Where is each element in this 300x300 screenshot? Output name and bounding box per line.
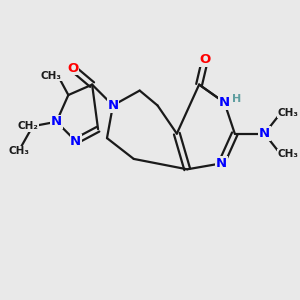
Text: CH₃: CH₃ <box>278 108 299 118</box>
Text: N: N <box>107 99 118 112</box>
Text: CH₂: CH₂ <box>18 121 39 131</box>
Text: CH₃: CH₃ <box>9 146 30 157</box>
Text: N: N <box>216 157 227 170</box>
Text: CH₃: CH₃ <box>278 149 299 160</box>
Text: N: N <box>51 115 62 128</box>
Text: N: N <box>219 96 230 109</box>
Text: N: N <box>70 135 81 148</box>
Text: N: N <box>259 127 270 140</box>
Text: O: O <box>200 53 211 66</box>
Text: H: H <box>232 94 241 104</box>
Text: CH₃: CH₃ <box>40 71 61 81</box>
Text: O: O <box>67 62 78 75</box>
